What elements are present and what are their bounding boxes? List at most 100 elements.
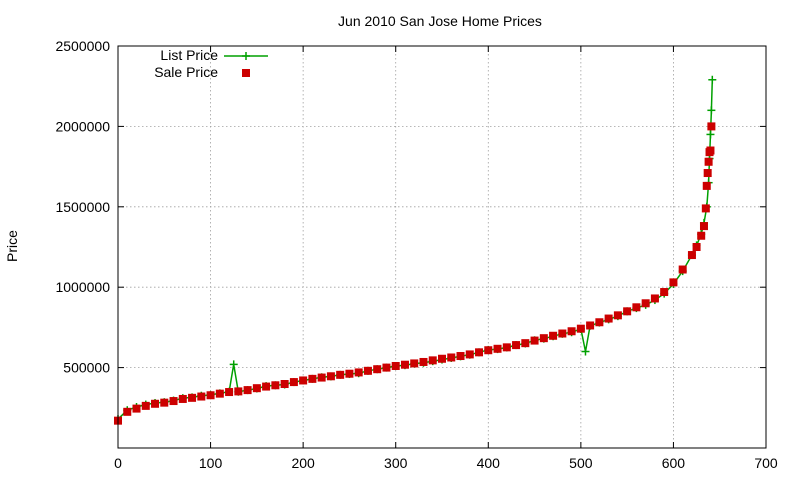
y-tick-label: 2000000 (55, 118, 110, 134)
sale-price-point (692, 243, 701, 251)
grid (118, 46, 766, 448)
sale-price-point (345, 369, 354, 378)
sale-price-point (252, 384, 261, 393)
sale-price-point (373, 365, 382, 374)
sale-price-point (391, 361, 400, 370)
sale-price-point (215, 389, 224, 398)
sale-price-point (178, 394, 187, 403)
sale-price-point (530, 336, 539, 345)
sale-price-point (206, 391, 215, 400)
axis-ticks: 0 100 200 300 400 500 600 700 500000 1000000 15000… (55, 38, 777, 471)
sale-price-point (465, 350, 474, 359)
sale-price-point (169, 397, 178, 406)
sale-price-point (234, 387, 243, 396)
sale-price-point (669, 278, 678, 287)
sale-price-point (438, 354, 446, 363)
series-layer (114, 75, 717, 425)
sale-price-point (262, 382, 271, 391)
x-tick-label: 500 (569, 455, 593, 471)
sale-price-point (632, 303, 641, 312)
list-price-line (117, 79, 714, 420)
sale-price-point (336, 370, 345, 379)
sale-price-point (502, 343, 511, 352)
sale-price-point (493, 344, 502, 353)
list-price-point (706, 130, 715, 139)
sale-price-point (326, 372, 335, 381)
sale-price-point (188, 393, 197, 402)
sale-price-point (317, 373, 326, 382)
legend-label-list-price: List Price (160, 47, 218, 63)
sale-price-point (613, 311, 622, 320)
y-axis-label: Price (4, 230, 20, 262)
sale-price-point (549, 331, 558, 340)
sale-price-point (132, 404, 141, 413)
sale-price-point (706, 146, 715, 155)
sale-price-point (576, 324, 585, 333)
sale-price-point (539, 334, 548, 343)
sale-price-point (703, 169, 712, 178)
sale-price-point (428, 356, 437, 365)
sale-price-point (280, 380, 289, 389)
list-price-point (581, 347, 590, 356)
list-price-point (708, 75, 717, 84)
sale-price-point (707, 122, 716, 131)
sale-price-point (678, 265, 687, 274)
y-tick-label: 2500000 (55, 38, 110, 54)
sale-price-point (410, 359, 419, 368)
plot-frame (117, 45, 767, 449)
sale-price-point (197, 392, 206, 401)
sale-price-point (308, 374, 317, 383)
sale-price-point (595, 318, 604, 327)
sale-price-point (697, 231, 706, 240)
sale-price-point (687, 251, 696, 260)
legend-label-sale-price: Sale Price (154, 64, 218, 80)
x-tick-label: 0 (114, 455, 122, 471)
sale-price-point (701, 204, 710, 213)
sale-price-point (447, 353, 456, 362)
sale-price-point (123, 407, 132, 416)
sale-price-point (243, 386, 252, 395)
sale-price-point (475, 348, 484, 357)
legend-marker-list-price (242, 52, 250, 60)
list-price-point (707, 106, 716, 115)
sale-price-point (660, 288, 669, 297)
sale-price-point (271, 381, 280, 390)
sale-price-point (289, 378, 298, 387)
sale-price-point (225, 388, 234, 397)
sale-price-point (586, 321, 595, 330)
legend: List Price Sale Price (154, 47, 268, 80)
sale-price-point (484, 346, 493, 355)
sale-price-point (354, 368, 363, 377)
sale-price-point (456, 352, 465, 361)
x-tick-label: 600 (662, 455, 686, 471)
sale-price-point (604, 314, 613, 323)
y-tick-label: 500000 (63, 360, 110, 376)
sale-price-point (704, 157, 713, 166)
x-tick-label: 700 (754, 455, 778, 471)
x-tick-label: 300 (384, 455, 408, 471)
sale-price-point (641, 299, 650, 308)
x-tick-label: 100 (199, 455, 223, 471)
sale-price-point (400, 360, 409, 369)
sale-price-point (650, 294, 659, 303)
x-tick-label: 400 (477, 455, 501, 471)
sale-price-point (419, 357, 428, 366)
sale-price-point (299, 376, 308, 385)
sale-price-point (558, 329, 567, 338)
sale-price-point (699, 222, 708, 231)
sale-price-point (141, 401, 150, 410)
sale-price-point (151, 399, 160, 408)
y-tick-label: 1000000 (55, 279, 110, 295)
sale-price-point (702, 181, 711, 190)
sale-price-point (521, 339, 530, 348)
sale-price-point (623, 307, 632, 316)
sale-price-point (363, 366, 372, 375)
x-tick-label: 200 (291, 455, 315, 471)
chart-title: Jun 2010 San Jose Home Prices (338, 13, 542, 29)
sale-price-point (382, 363, 391, 372)
list-price-point (229, 360, 238, 369)
sale-price-point (512, 341, 521, 350)
y-tick-label: 1500000 (55, 199, 110, 215)
